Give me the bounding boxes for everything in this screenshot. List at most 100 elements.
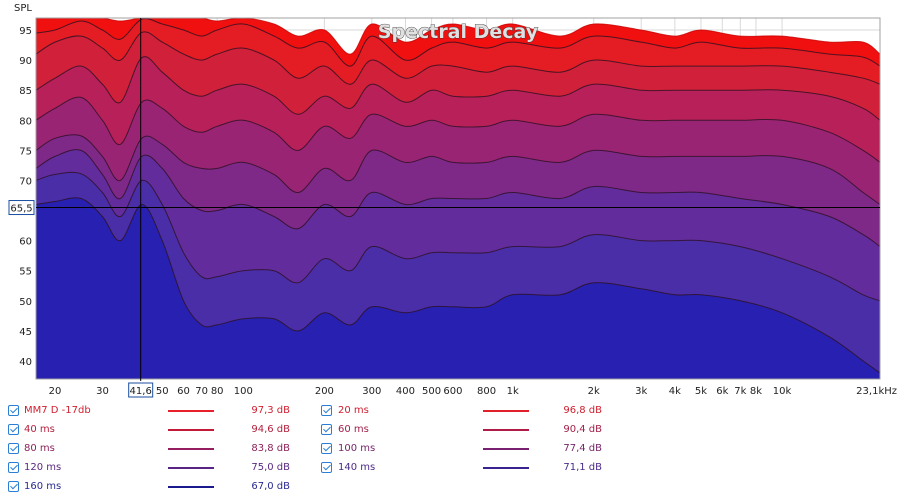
- legend-swatch-line: [168, 467, 214, 469]
- legend-checkbox[interactable]: [8, 424, 19, 435]
- x-tick-label: 200: [315, 386, 334, 397]
- y-tick-label: 70: [19, 176, 32, 187]
- spectral-decay-chart[interactable]: SPL9590858075706560555045402030506070801…: [0, 0, 900, 400]
- decay-areas: [36, 16, 880, 379]
- legend-value: 77,4 dB: [563, 443, 602, 454]
- legend-value: 94,6 dB: [251, 424, 290, 435]
- cursor-x-readout: 41,6: [130, 386, 152, 397]
- decay-curve[interactable]: [36, 18, 880, 67]
- legend-item: 80 ms 83,8 dB: [0, 440, 900, 458]
- decay-curve[interactable]: [36, 96, 880, 163]
- legend-value: 90,4 dB: [563, 424, 602, 435]
- legend-value: 97,3 dB: [251, 405, 290, 416]
- legend-item: 20 ms 96,8 dB: [0, 402, 900, 420]
- legend-label: 80 ms: [24, 443, 55, 454]
- x-tick-label: 800: [477, 386, 496, 397]
- x-tick-label: 6k: [716, 386, 728, 397]
- x-tick-label: 80: [211, 386, 224, 397]
- x-tick-label: 2k: [588, 386, 600, 397]
- plot-frame: [35, 17, 881, 380]
- y-tick-label: 50: [19, 297, 32, 308]
- legend-checkbox[interactable]: [8, 443, 19, 454]
- decay-curve[interactable]: [36, 197, 880, 374]
- decay-curve[interactable]: [36, 134, 880, 205]
- x-tick-label: 3k: [635, 386, 647, 397]
- legend-label: 160 ms: [24, 481, 62, 492]
- legend-checkbox[interactable]: [321, 443, 332, 454]
- legend-value: 67,0 dB: [251, 481, 290, 492]
- y-tick-label: 85: [19, 86, 32, 97]
- y-tick-label: 80: [19, 116, 32, 127]
- legend-panel: MM7 D -17db 97,3 dB 20 ms 96,8 dB 40 ms 94,6 …: [0, 400, 900, 498]
- x-tick-label: 7k: [734, 386, 746, 397]
- decay-series-8[interactable]: [36, 197, 880, 379]
- legend-swatch-line: [168, 448, 214, 450]
- x-tick-label: 5k: [695, 386, 707, 397]
- y-tick-label: 75: [19, 146, 32, 157]
- decay-curve[interactable]: [36, 171, 880, 302]
- legend-item: 60 ms 90,4 dB: [0, 421, 900, 439]
- legend-label: 20 ms: [338, 405, 369, 416]
- y-tick-label: 95: [19, 26, 32, 37]
- x-tick-label: 60: [177, 386, 190, 397]
- legend-swatch-line: [483, 467, 529, 469]
- legend-checkbox[interactable]: [8, 462, 19, 473]
- decay-curve[interactable]: [36, 56, 880, 121]
- legend-checkbox[interactable]: [321, 405, 332, 416]
- x-tick-label: 30: [96, 386, 109, 397]
- legend-item: 160 ms 67,0 dB: [0, 478, 900, 496]
- chart-title: Spectral Decay: [378, 21, 539, 43]
- legend-label: 100 ms: [338, 443, 376, 454]
- y-tick-label: 55: [19, 267, 32, 278]
- x-tick-label: 1k: [507, 386, 519, 397]
- legend-swatch-line: [483, 410, 529, 412]
- y-tick-label: 90: [19, 56, 32, 67]
- x-tick-label: 50: [156, 386, 169, 397]
- legend-swatch-line: [168, 429, 214, 431]
- x-tick-label: 4k: [669, 386, 681, 397]
- y-tick-label: 45: [19, 327, 32, 338]
- legend-item: 120 ms 75,0 dB: [0, 459, 900, 477]
- legend-value: 75,0 dB: [251, 462, 290, 473]
- x-tick-label: 300: [362, 386, 381, 397]
- cursor-y-readout: 65,5: [10, 204, 32, 215]
- x-tick-label: 600: [443, 386, 462, 397]
- legend-label: 140 ms: [338, 462, 376, 473]
- legend-item: 100 ms 77,4 dB: [0, 440, 900, 458]
- x-tick-label: 8k: [750, 386, 762, 397]
- legend-checkbox[interactable]: [8, 481, 19, 492]
- legend-checkbox[interactable]: [321, 462, 332, 473]
- legend-checkbox[interactable]: [8, 405, 19, 416]
- x-tick-label: 20: [49, 386, 62, 397]
- x-tick-label: 400: [396, 386, 415, 397]
- y-tick-label: 60: [19, 237, 32, 248]
- y-axis-label: SPL: [14, 3, 32, 14]
- legend-swatch-line: [483, 429, 529, 431]
- legend-item: 140 ms 71,1 dB: [0, 459, 900, 477]
- decay-curve[interactable]: [36, 149, 880, 248]
- x-tick-label: 100: [234, 386, 253, 397]
- cursor-y-readout-box: [8, 200, 35, 216]
- decay-area: [36, 197, 880, 379]
- legend-label: 40 ms: [24, 424, 55, 435]
- legend-checkbox[interactable]: [321, 424, 332, 435]
- legend-label: 60 ms: [338, 424, 369, 435]
- x-tick-label: 10k: [773, 386, 792, 397]
- legend-swatch-line: [168, 410, 214, 412]
- y-tick-label: 40: [19, 357, 32, 368]
- x-tick-label: 70: [195, 386, 208, 397]
- decay-curve[interactable]: [36, 31, 880, 85]
- cursor-x-readout-box: [128, 382, 154, 398]
- legend-item: 40 ms 94,6 dB: [0, 421, 900, 439]
- legend-value: 71,1 dB: [563, 462, 602, 473]
- legend-value: 96,8 dB: [563, 405, 602, 416]
- legend-value: 83,8 dB: [251, 443, 290, 454]
- legend-item: MM7 D -17db 97,3 dB: [0, 402, 900, 420]
- x-axis-end-label: 23,1kHz: [856, 386, 897, 397]
- legend-label: MM7 D -17db: [24, 405, 91, 416]
- cursor-crosshair[interactable]: 65,5 41,6: [8, 18, 880, 398]
- legend-swatch-line: [168, 486, 214, 488]
- decay-curve[interactable]: [36, 16, 880, 55]
- legend-label: 120 ms: [24, 462, 62, 473]
- legend-swatch-line: [483, 448, 529, 450]
